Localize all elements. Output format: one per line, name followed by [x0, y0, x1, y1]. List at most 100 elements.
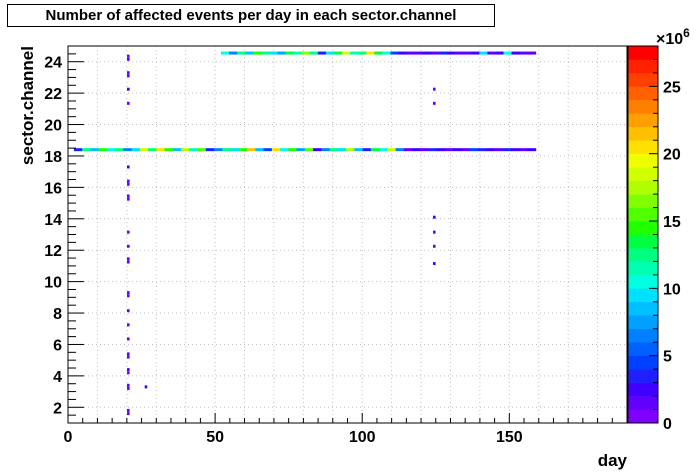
heatmap-cell	[432, 87, 436, 91]
colorbar-swatch	[628, 59, 658, 74]
heatmap-cell	[127, 57, 130, 61]
y-tick-label: 6	[53, 337, 62, 354]
heatmap-cell	[511, 148, 520, 152]
heatmap-cell	[495, 51, 504, 55]
y-tick-label: 18	[44, 149, 62, 166]
heatmap-cell	[519, 51, 529, 55]
heatmap-cell	[317, 51, 327, 55]
heatmap-cell	[144, 385, 148, 389]
heatmap-cell	[123, 148, 133, 152]
heatmap-cell	[337, 148, 347, 152]
y-tick-label: 20	[44, 118, 62, 135]
heatmap-cell	[127, 337, 130, 341]
colorbar-swatch	[628, 409, 658, 424]
colorbar-swatch	[628, 247, 658, 262]
heatmap-cell	[222, 148, 232, 152]
heatmap-cell	[420, 148, 429, 152]
heatmap-cell	[127, 383, 130, 387]
heatmap-cell	[238, 148, 248, 152]
heatmap-cell	[447, 51, 456, 55]
heatmap-cell	[127, 291, 130, 295]
y-tick-label: 4	[53, 369, 62, 386]
heatmap-cell	[453, 148, 462, 152]
heatmap-cell	[358, 51, 367, 55]
heatmap-cell	[229, 51, 238, 55]
heatmap-cell	[245, 51, 254, 55]
heatmap-cell	[432, 244, 436, 248]
x-axis-title: day	[598, 451, 628, 470]
heatmap-cell	[412, 148, 421, 152]
y-tick-label: 2	[53, 400, 62, 417]
heatmap-cell	[487, 51, 496, 55]
heatmap-cell	[414, 51, 424, 55]
heatmap-cell	[350, 51, 359, 55]
y-tick-label: 8	[53, 306, 62, 323]
heatmap-cell	[164, 148, 174, 152]
heatmap-cell	[301, 51, 311, 55]
colorbar-swatch	[628, 86, 658, 101]
heatmap-cell	[98, 148, 108, 152]
colorbar-swatch	[628, 396, 658, 410]
heatmap-cell	[181, 148, 190, 152]
heatmap-cell	[463, 51, 472, 55]
colorbar-swatch	[628, 72, 658, 87]
heatmap-cell	[277, 51, 286, 55]
heatmap-cell	[127, 165, 130, 169]
heatmap-cell	[379, 148, 388, 152]
x-tick-label: 0	[64, 429, 73, 446]
x-axis-ticks: 0 50 100 150	[64, 413, 628, 446]
y-tick-label: 16	[44, 180, 62, 197]
grid-lines	[68, 46, 627, 423]
heatmap-cell	[127, 412, 130, 416]
heatmap-cell	[269, 51, 278, 55]
heatmap-cell	[403, 148, 413, 152]
heatmap-cell	[127, 101, 130, 105]
heatmap-cell	[329, 148, 339, 152]
colorbar-swatch	[628, 315, 658, 330]
heatmap-cell	[214, 148, 223, 152]
colorbar-swatch	[628, 274, 658, 289]
data-cells	[73, 51, 537, 416]
heatmap-cell	[333, 51, 343, 55]
heatmap-cell	[127, 230, 130, 234]
x-tick-label: 50	[206, 429, 224, 446]
colorbar-tick-label: 20	[663, 147, 681, 164]
heatmap-cell	[127, 257, 130, 261]
colorbar-swatch	[628, 46, 658, 60]
colorbar-swatch	[628, 167, 658, 181]
y-tick-label: 10	[44, 275, 62, 292]
heatmap-cell	[313, 148, 322, 152]
colorbar-tick-label: 25	[663, 79, 681, 96]
heatmap-cell	[156, 148, 166, 152]
heatmap-cell	[494, 148, 504, 152]
heatmap-cell	[395, 148, 405, 152]
heatmap-cell	[127, 87, 130, 91]
x-tick-label: 150	[496, 429, 523, 446]
y-tick-label: 24	[44, 55, 62, 72]
heatmap-cell	[237, 51, 246, 55]
y-tick-label: 22	[44, 86, 62, 103]
colorbar-exponent-power: 6	[683, 26, 690, 40]
colorbar-swatch	[628, 153, 658, 168]
heatmap-cell	[519, 148, 528, 152]
heatmap-cell	[148, 148, 157, 152]
heatmap-cell	[127, 323, 130, 327]
heatmap-cell	[478, 148, 487, 152]
colorbar-swatch	[628, 261, 658, 276]
heatmap-cell	[296, 148, 306, 152]
heatmap-cell	[374, 51, 383, 55]
heatmap-cell	[502, 148, 512, 152]
heatmap-cell	[309, 51, 319, 55]
heatmap-cell	[432, 215, 436, 219]
colorbar-swatch	[628, 180, 658, 195]
heatmap-cell	[325, 51, 335, 55]
heatmap-cell	[445, 148, 454, 152]
heatmap-cell	[127, 179, 130, 183]
heatmap-cell	[280, 148, 289, 152]
heatmap-cell	[511, 51, 521, 55]
heatmap-cell	[438, 51, 448, 55]
y-tick-label: 12	[44, 243, 62, 260]
heatmap-cell	[486, 148, 495, 152]
colorbar-exponent-label: ×106	[656, 26, 690, 48]
